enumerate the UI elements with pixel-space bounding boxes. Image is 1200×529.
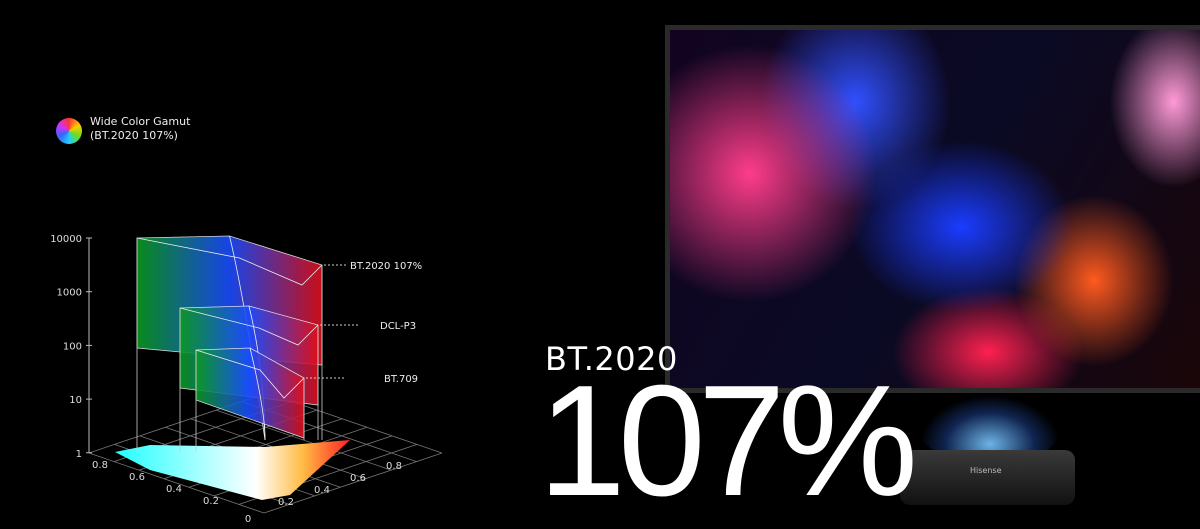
volume-label: DCL-P3 (380, 321, 416, 332)
x-tick-label: 0.4 (166, 484, 182, 495)
grid-line (88, 452, 265, 514)
z-tick-label: 10000 (50, 234, 82, 245)
x-tick-label: 0.2 (203, 496, 219, 507)
z-tick-label: 1000 (57, 288, 82, 299)
laser-projector (900, 450, 1075, 505)
x-tick-label: 0 (245, 514, 251, 522)
headline-percent: 107% (538, 353, 918, 529)
tv-display (665, 25, 1200, 393)
x-tick-label: 0.6 (129, 472, 145, 483)
volume-label: BT.709 (384, 374, 418, 385)
headline-standard: BT.2020 (545, 340, 678, 378)
x-tick-label: 0.8 (92, 460, 108, 471)
gamut-volume (195, 347, 305, 452)
grid-line (216, 409, 392, 471)
y-tick-label: 0.2 (278, 497, 294, 508)
legend-title: Wide Color Gamut (90, 115, 191, 128)
legend-subtitle: (BT.2020 107%) (90, 129, 178, 142)
y-tick-label: 0.6 (350, 473, 366, 484)
z-tick-label: 10 (69, 395, 82, 406)
volume-label: BT.2020 107% (350, 261, 422, 272)
z-tick-label: 100 (63, 341, 82, 352)
color-wheel-icon (56, 118, 82, 144)
grid-line (263, 452, 443, 514)
projector-brand: Hisense (970, 466, 1002, 475)
y-tick-label: 0.4 (314, 485, 330, 496)
y-tick-label: 0.8 (386, 461, 402, 472)
z-tick-label: 1 (76, 449, 82, 460)
tv-screen-artwork (670, 30, 1200, 388)
chromaticity-base (115, 440, 350, 500)
legend: Wide Color Gamut (BT.2020 107%) (56, 115, 190, 144)
